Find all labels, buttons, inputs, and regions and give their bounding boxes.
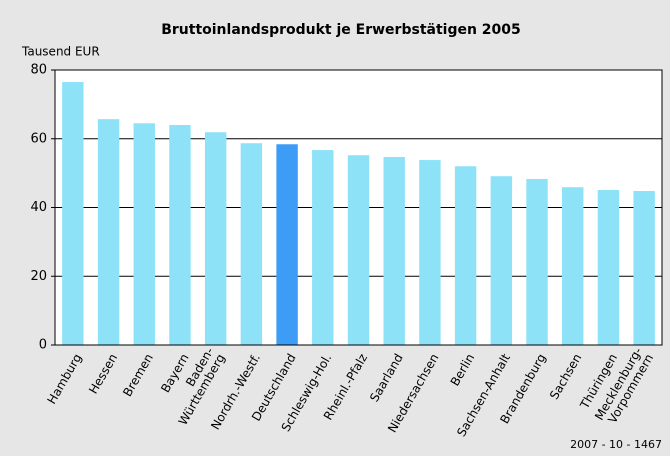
- bar: [454, 166, 477, 345]
- bar: [312, 150, 334, 345]
- chart-title: Bruttoinlandsprodukt je Erwerbstätigen 2…: [161, 22, 521, 38]
- bar: [240, 143, 263, 345]
- y-axis-label: Tausend EUR: [21, 45, 100, 59]
- y-tick-label: 40: [30, 200, 47, 215]
- bar: [597, 189, 620, 345]
- bar: [204, 132, 227, 345]
- y-tick-label: 0: [39, 338, 47, 353]
- bar: [62, 82, 84, 345]
- source-note: 2007 - 10 - 1467: [570, 438, 662, 451]
- plot-border: [54, 69, 663, 346]
- bar: [526, 178, 548, 345]
- bar: [133, 123, 155, 345]
- y-tick-label: 60: [30, 131, 47, 146]
- y-tick-label: 20: [30, 269, 47, 284]
- bar: [383, 156, 405, 345]
- y-tick-label: 80: [30, 63, 47, 78]
- bar: [562, 187, 584, 345]
- bar: [347, 155, 370, 345]
- bar: [633, 191, 655, 345]
- bar: [276, 144, 298, 345]
- bar: [169, 125, 191, 345]
- bar: [419, 160, 441, 345]
- bar: [490, 176, 513, 345]
- bar: [97, 119, 120, 345]
